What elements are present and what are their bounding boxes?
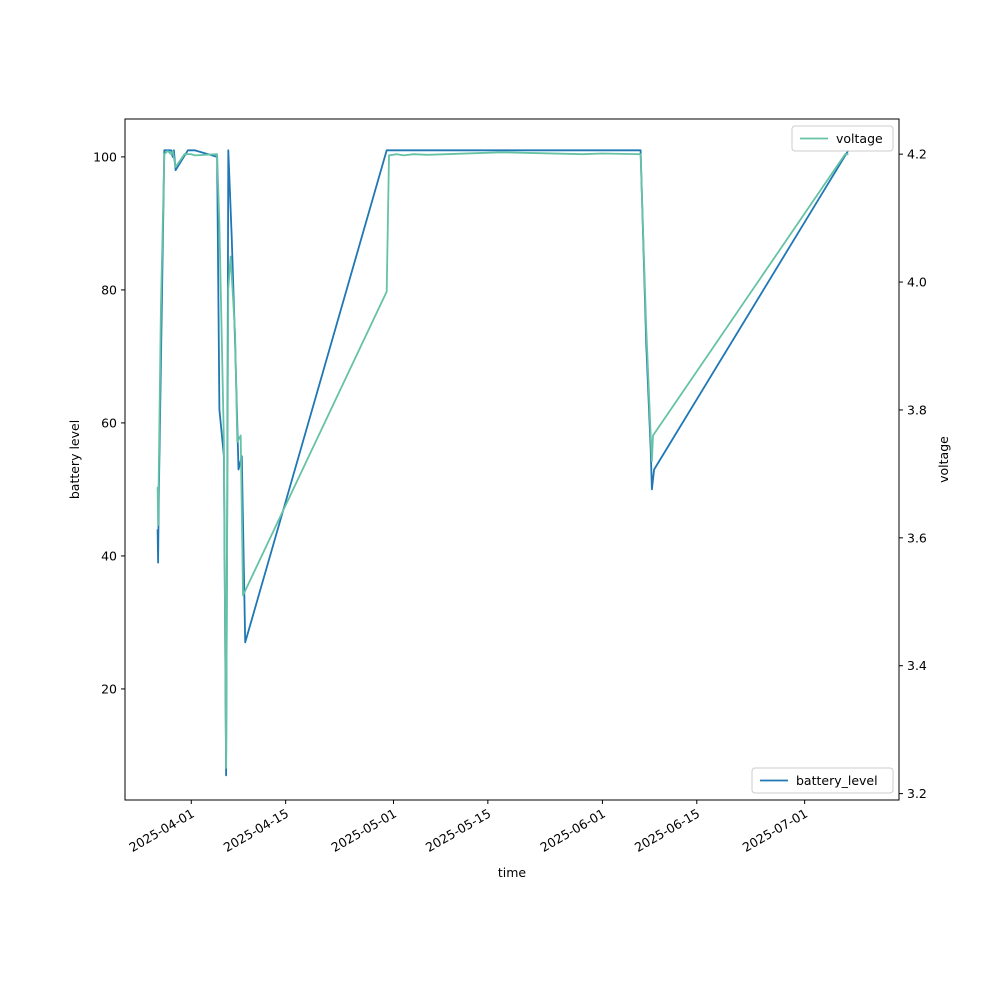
left-y-tick-label: 60 — [101, 415, 117, 430]
legend-battery-level: battery_level — [751, 767, 894, 794]
right-y-tick-label: 3.2 — [907, 786, 927, 801]
right-y-tick-label: 4.0 — [907, 275, 927, 290]
right-y-axis: 3.2 3.4 3.6 3.8 4.0 4.2 — [899, 147, 927, 801]
right-y-tick-label: 3.8 — [907, 402, 927, 417]
left-y-axis: 20 40 60 80 100 — [93, 149, 125, 696]
legend-voltage: voltage — [791, 125, 894, 152]
left-y-tick-label: 100 — [93, 149, 117, 164]
right-y-tick-label: 4.2 — [907, 147, 927, 162]
legend-box — [751, 767, 894, 794]
left-y-tick-label: 40 — [101, 548, 117, 563]
left-y-tick-label: 80 — [101, 282, 117, 297]
legend-label: battery_level — [796, 773, 878, 788]
left-y-tick-label: 20 — [101, 681, 117, 696]
legend-box — [791, 125, 894, 152]
series-line-voltage — [156, 150, 849, 769]
left-y-axis-label: battery level — [67, 420, 82, 499]
right-y-tick-label: 3.4 — [907, 658, 927, 673]
axes-frame — [124, 118, 900, 801]
series-layer — [156, 149, 850, 777]
x-axis-label: time — [498, 865, 527, 880]
legend-label: voltage — [836, 131, 883, 146]
right-y-tick-label: 3.6 — [907, 530, 927, 545]
right-y-axis-label: voltage — [936, 436, 951, 483]
